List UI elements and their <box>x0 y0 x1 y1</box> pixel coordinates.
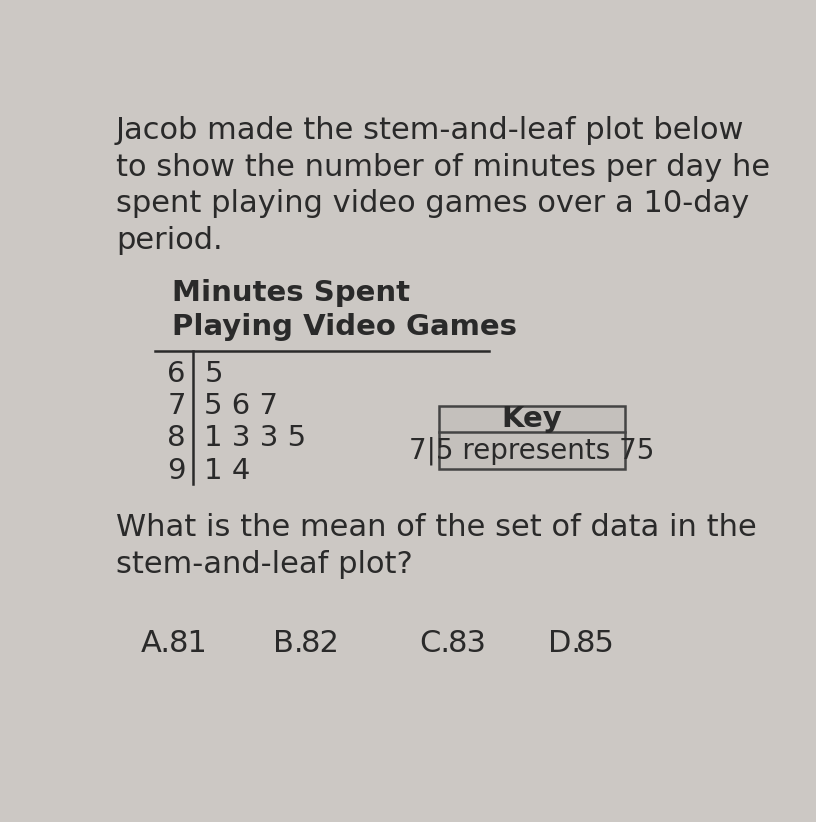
Text: 82: 82 <box>300 629 339 658</box>
Text: Key: Key <box>502 405 562 433</box>
Text: 6: 6 <box>167 359 186 387</box>
Text: Playing Video Games: Playing Video Games <box>171 312 517 340</box>
Text: 5: 5 <box>204 359 223 387</box>
Text: 83: 83 <box>448 629 486 658</box>
Text: 8: 8 <box>167 424 186 452</box>
Text: 7: 7 <box>167 392 186 420</box>
Text: What is the mean of the set of data in the: What is the mean of the set of data in t… <box>116 513 756 542</box>
Text: stem-and-leaf plot?: stem-and-leaf plot? <box>116 550 413 579</box>
Text: to show the number of minutes per day he: to show the number of minutes per day he <box>116 153 770 182</box>
Text: 5 6 7: 5 6 7 <box>204 392 278 420</box>
Text: B.: B. <box>273 629 303 658</box>
FancyBboxPatch shape <box>439 406 625 469</box>
Text: C.: C. <box>419 629 450 658</box>
Text: 9: 9 <box>167 456 186 484</box>
Text: 1 3 3 5: 1 3 3 5 <box>204 424 307 452</box>
Text: Jacob made the stem-and-leaf plot below: Jacob made the stem-and-leaf plot below <box>116 116 744 145</box>
Text: A.: A. <box>140 629 171 658</box>
Text: 85: 85 <box>575 629 614 658</box>
Text: spent playing video games over a 10-day: spent playing video games over a 10-day <box>116 190 749 219</box>
Text: 1 4: 1 4 <box>204 456 251 484</box>
Text: D.: D. <box>548 629 581 658</box>
Text: Minutes Spent: Minutes Spent <box>171 279 410 307</box>
Text: 7|5 represents 75: 7|5 represents 75 <box>410 436 654 464</box>
Text: period.: period. <box>116 226 223 256</box>
Text: 81: 81 <box>169 629 207 658</box>
